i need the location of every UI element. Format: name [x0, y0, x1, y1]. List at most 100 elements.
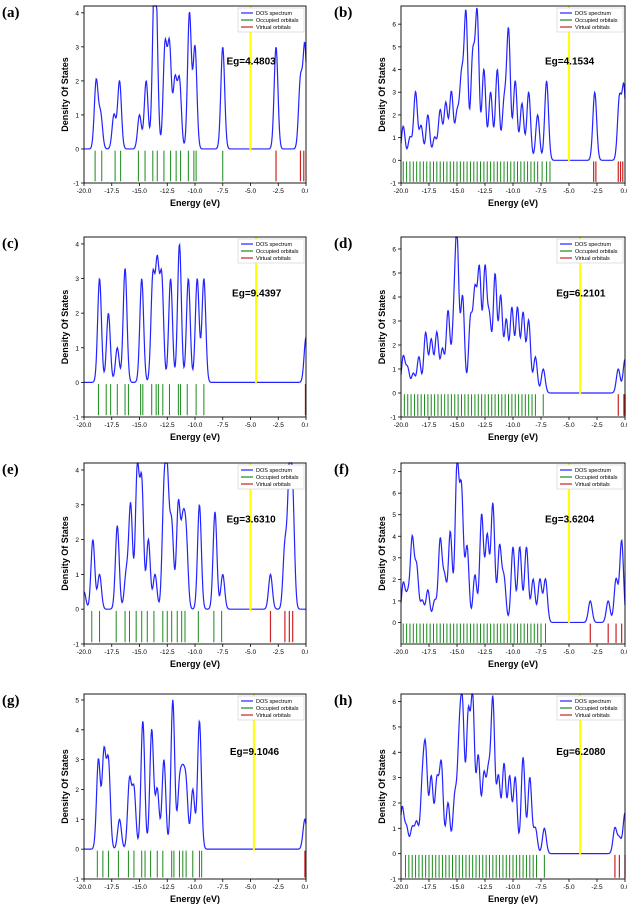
- x-axis-label: Energy (eV): [170, 432, 220, 442]
- energy-gap-label: Eg=4.4803: [227, 56, 277, 67]
- y-tick-label: 0: [75, 146, 79, 153]
- x-tick-label: -12.5: [478, 884, 493, 891]
- legend-entry: Virtual orbitals: [256, 256, 291, 262]
- x-tick-label: -10.0: [188, 649, 203, 656]
- y-tick-label: 1: [75, 112, 79, 119]
- x-tick-label: -10.0: [506, 188, 521, 195]
- dos-chart: Density Of States -1 0 1 2 3 4 5 -20.0 -17.5 -15.0…: [60, 693, 308, 904]
- x-tick-label: -17.5: [422, 188, 437, 195]
- legend-entry: DOS spectrum: [256, 11, 292, 17]
- x-tick-label: -5.0: [563, 422, 575, 429]
- panel-label: (d): [334, 236, 353, 252]
- x-tick-label: -17.5: [422, 884, 437, 891]
- y-tick-label: 0: [392, 620, 396, 627]
- plot-frame: [83, 5, 307, 184]
- x-tick-label: -2.5: [273, 884, 285, 891]
- dos-chart: Density Of States -1 0 1 2 3 4 5 6 -20.0 -17.5 -15.…: [377, 236, 627, 442]
- x-tick-label: 0.0: [301, 422, 308, 429]
- x-tick-label: -7.5: [217, 884, 229, 891]
- y-tick-label: 4: [392, 67, 396, 74]
- x-tick-label: -10.0: [506, 422, 521, 429]
- x-tick-label: -2.5: [591, 649, 603, 656]
- x-tick-label: -7.5: [535, 188, 547, 195]
- y-tick-label: 3: [392, 90, 396, 97]
- legend-entry: Virtual orbitals: [575, 256, 610, 262]
- y-tick-label: 5: [392, 271, 396, 278]
- panel-label: (c): [2, 236, 19, 252]
- y-tick-label: 2: [392, 577, 396, 584]
- legend-entry: Virtual orbitals: [256, 713, 291, 719]
- x-tick-label: -5.0: [245, 422, 257, 429]
- plot-frame: [83, 693, 307, 880]
- panel-label: (a): [2, 5, 20, 21]
- y-tick-label: 0: [392, 158, 396, 165]
- legend-entry: Virtual orbitals: [256, 482, 291, 488]
- x-tick-label: -5.0: [245, 649, 257, 656]
- y-tick-label: 1: [392, 598, 396, 605]
- dos-spectrum-line: [400, 236, 626, 394]
- x-tick-label: -7.5: [217, 649, 229, 656]
- x-axis-label: Energy (eV): [488, 659, 538, 669]
- x-tick-label: 0.0: [620, 188, 627, 195]
- x-tick-label: -5.0: [245, 188, 257, 195]
- x-tick-label: -15.0: [450, 422, 465, 429]
- energy-gap-label: Eg=3.6204: [545, 515, 595, 526]
- y-tick-label: -1: [73, 181, 79, 188]
- x-tick-label: -17.5: [104, 188, 119, 195]
- dos-chart: Density Of States 0 1 2 3 4 5 6 7 -20.0 -17.5 -15.0…: [377, 462, 627, 669]
- x-tick-label: -7.5: [535, 649, 547, 656]
- energy-gap-label: Eg=9.1046: [230, 747, 280, 758]
- plot-frame: [83, 462, 307, 645]
- y-axis-label: Density Of States: [377, 290, 387, 365]
- x-tick-label: -17.5: [422, 649, 437, 656]
- x-tick-label: -15.0: [450, 884, 465, 891]
- y-tick-label: 6: [392, 699, 396, 706]
- x-tick-label: -2.5: [591, 188, 603, 195]
- x-tick-label: 0.0: [620, 884, 627, 891]
- y-tick-label: 3: [75, 757, 79, 764]
- y-tick-label: 6: [392, 22, 396, 29]
- y-tick-label: 3: [392, 319, 396, 326]
- y-tick-label: 4: [75, 10, 79, 17]
- dos-spectrum-line: [84, 242, 307, 383]
- dos-chart: Density Of States -1 0 1 2 3 4 -20.0 -17.5 -15.0 -…: [60, 462, 308, 669]
- y-axis-label: Density Of States: [60, 749, 70, 824]
- x-tick-label: -10.0: [188, 188, 203, 195]
- x-tick-label: -7.5: [217, 188, 229, 195]
- x-tick-label: -10.0: [506, 649, 521, 656]
- x-axis-label: Energy (eV): [170, 894, 220, 904]
- legend-entry: DOS spectrum: [256, 468, 292, 474]
- x-tick-label: -15.0: [132, 188, 147, 195]
- plot-frame: [400, 693, 626, 880]
- x-tick-label: -12.5: [160, 649, 175, 656]
- dos-chart: Density Of States -1 0 1 2 3 4 5 6 -20.0 -17.5 -15.…: [377, 5, 627, 208]
- y-tick-label: -1: [73, 642, 79, 649]
- x-tick-label: -20.0: [394, 188, 409, 195]
- x-tick-label: -10.0: [506, 884, 521, 891]
- x-tick-label: -5.0: [245, 884, 257, 891]
- x-tick-label: 0.0: [620, 422, 627, 429]
- plot-frame: [400, 462, 626, 645]
- x-axis-label: Energy (eV): [488, 198, 538, 208]
- y-tick-label: 4: [392, 534, 396, 541]
- energy-gap-label: Eg=4.1534: [545, 56, 595, 67]
- x-tick-label: -15.0: [450, 188, 465, 195]
- x-tick-label: 0.0: [301, 884, 308, 891]
- y-tick-label: 2: [75, 311, 79, 318]
- dos-chart: Density Of States -1 0 1 2 3 4 -20.0 -17.5 -15.0 -…: [60, 5, 308, 208]
- panel-label: (h): [334, 693, 353, 709]
- x-tick-label: -15.0: [132, 884, 147, 891]
- dos-spectrum-line: [400, 7, 626, 161]
- x-tick-label: -12.5: [478, 649, 493, 656]
- y-tick-label: 5: [392, 512, 396, 519]
- legend-entry: Occupied orbitals: [256, 475, 299, 481]
- y-tick-label: 1: [75, 817, 79, 824]
- x-tick-label: -12.5: [478, 188, 493, 195]
- x-tick-label: -20.0: [394, 422, 409, 429]
- legend-entry: Occupied orbitals: [256, 249, 299, 255]
- legend-entry: DOS spectrum: [575, 11, 611, 17]
- x-axis-label: Energy (eV): [170, 198, 220, 208]
- legend-entry: DOS spectrum: [575, 699, 611, 705]
- y-tick-label: 4: [75, 727, 79, 734]
- y-tick-label: 0: [392, 391, 396, 398]
